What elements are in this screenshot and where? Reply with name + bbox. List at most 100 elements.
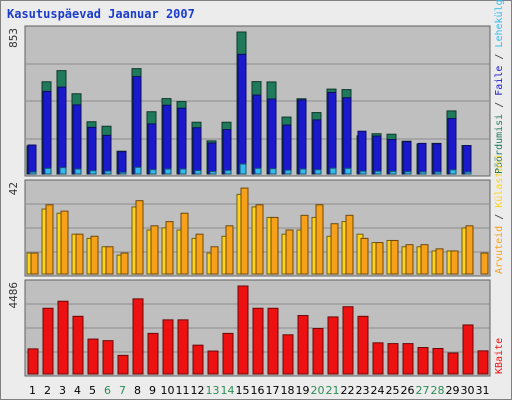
legend-entry: KBaite — [494, 338, 505, 374]
top-bar-Lehekülgi — [434, 171, 442, 175]
bottom-bar-KBaite — [117, 354, 129, 375]
top-bar-Lehekülgi — [449, 169, 457, 175]
top-bar-Lehekülgi — [239, 163, 247, 175]
x-tick-label: 19 — [296, 384, 310, 397]
x-tick-label: 22 — [341, 384, 355, 397]
mid-bar-Arvuteid — [240, 187, 249, 275]
bottom-bar-KBaite — [282, 334, 294, 375]
top-bar-Lehekülgi — [464, 171, 472, 175]
bottom-bar-KBaite — [342, 306, 354, 375]
top-bar-Faile — [102, 134, 112, 175]
x-tick-label: 24 — [371, 384, 385, 397]
mid-bar-Arvuteid — [30, 252, 39, 275]
x-tick-label: 27 — [416, 384, 430, 397]
panel-bottom-ymax-label: 4486 — [7, 282, 20, 309]
bottom-bar-KBaite — [27, 348, 39, 375]
x-tick-label: 26 — [401, 384, 415, 397]
bottom-bar-KBaite — [477, 350, 489, 375]
mid-bar-Arvuteid — [345, 214, 354, 275]
top-bar-Lehekülgi — [374, 170, 382, 175]
top-bar-Faile — [27, 144, 37, 175]
bottom-bar-KBaite — [57, 300, 69, 375]
x-tick-label: 14 — [221, 384, 235, 397]
x-tick-label: 9 — [149, 384, 156, 397]
top-bar-Lehekülgi — [194, 170, 202, 175]
top-bar-Faile — [177, 107, 187, 175]
bottom-bar-KBaite — [357, 315, 369, 375]
mid-bar-Arvuteid — [75, 233, 84, 275]
bottom-bar-KBaite — [207, 350, 219, 375]
top-bar-Lehekülgi — [44, 167, 52, 175]
mid-bar-Arvuteid — [360, 237, 369, 275]
top-bar-Faile — [42, 90, 52, 175]
top-bar-Lehekülgi — [254, 167, 262, 175]
top-bar-Lehekülgi — [179, 168, 187, 175]
top-bar-Lehekülgi — [119, 171, 127, 175]
bottom-bar-KBaite — [297, 315, 309, 375]
legend-entry: / — [494, 208, 505, 226]
x-tick-label: 16 — [251, 384, 265, 397]
top-bar-Lehekülgi — [149, 169, 157, 175]
bottom-bar-KBaite — [447, 352, 459, 375]
mid-bar-Arvuteid — [135, 200, 144, 275]
top-bar-Faile — [207, 142, 217, 175]
top-bar-Faile — [87, 126, 97, 175]
top-bar-Faile — [372, 135, 382, 175]
mid-bar-Arvuteid — [105, 246, 114, 275]
mid-bar-Arvuteid — [45, 204, 54, 275]
top-bar-Faile — [222, 129, 232, 175]
mid-bar-Arvuteid — [150, 225, 159, 275]
bottom-bar-KBaite — [372, 342, 384, 375]
top-bar-Faile — [462, 145, 472, 175]
bottom-bar-KBaite — [327, 316, 339, 375]
top-bar-Faile — [162, 104, 172, 175]
x-tick-label: 30 — [461, 384, 475, 397]
top-bar-Lehekülgi — [389, 170, 397, 175]
x-tick-label: 12 — [191, 384, 205, 397]
mid-bar-Arvuteid — [255, 204, 264, 275]
panel-middle-ymax-label: 42 — [7, 182, 20, 195]
legend-entry: / — [494, 96, 505, 114]
top-bar-Faile — [447, 118, 457, 175]
top-bar-Faile — [417, 142, 427, 175]
bottom-bar-KBaite — [402, 343, 414, 375]
mid-bar-Arvuteid — [300, 214, 309, 275]
top-bar-Faile — [72, 104, 82, 175]
bottom-bar-KBaite — [72, 315, 84, 375]
legend-bottom: KBaite — [494, 338, 505, 374]
top-bar-Lehekülgi — [329, 167, 337, 175]
x-tick-label: 11 — [176, 384, 190, 397]
top-bar-Lehekülgi — [344, 167, 352, 175]
x-tick-label: 13 — [206, 384, 220, 397]
top-bar-Lehekülgi — [224, 169, 232, 175]
x-tick-label: 15 — [236, 384, 250, 397]
x-tick-label: 17 — [266, 384, 280, 397]
chart-title: Kasutuspäevad Jaanuar 2007 — [7, 7, 195, 21]
mid-bar-Arvuteid — [210, 246, 219, 275]
top-bar-Lehekülgi — [104, 170, 112, 175]
bottom-bar-KBaite — [312, 327, 324, 375]
bottom-bar-KBaite — [387, 343, 399, 375]
x-tick-label: 7 — [119, 384, 126, 397]
x-tick-label: 21 — [326, 384, 340, 397]
top-bar-Lehekülgi — [299, 168, 307, 175]
mid-bar-Arvuteid — [465, 225, 474, 275]
bottom-bar-KBaite — [462, 324, 474, 375]
top-bar-Faile — [252, 94, 262, 175]
top-bar-Faile — [132, 76, 142, 175]
top-bar-Faile — [327, 91, 337, 175]
bottom-bar-KBaite — [132, 298, 144, 375]
x-tick-label: 5 — [89, 384, 96, 397]
x-tick-label: 18 — [281, 384, 295, 397]
mid-bar-Arvuteid — [405, 244, 414, 275]
legend-entry: Pöördumisi — [494, 114, 505, 174]
bottom-bar-KBaite — [432, 347, 444, 375]
x-tick-label: 2 — [44, 384, 51, 397]
top-bar-Faile — [282, 124, 292, 175]
legend-entry: Faile — [494, 66, 505, 96]
bottom-bar-KBaite — [177, 319, 189, 375]
x-tick-label: 6 — [104, 384, 111, 397]
mid-bar-Arvuteid — [90, 235, 99, 275]
mid-bar-Arvuteid — [315, 204, 324, 275]
